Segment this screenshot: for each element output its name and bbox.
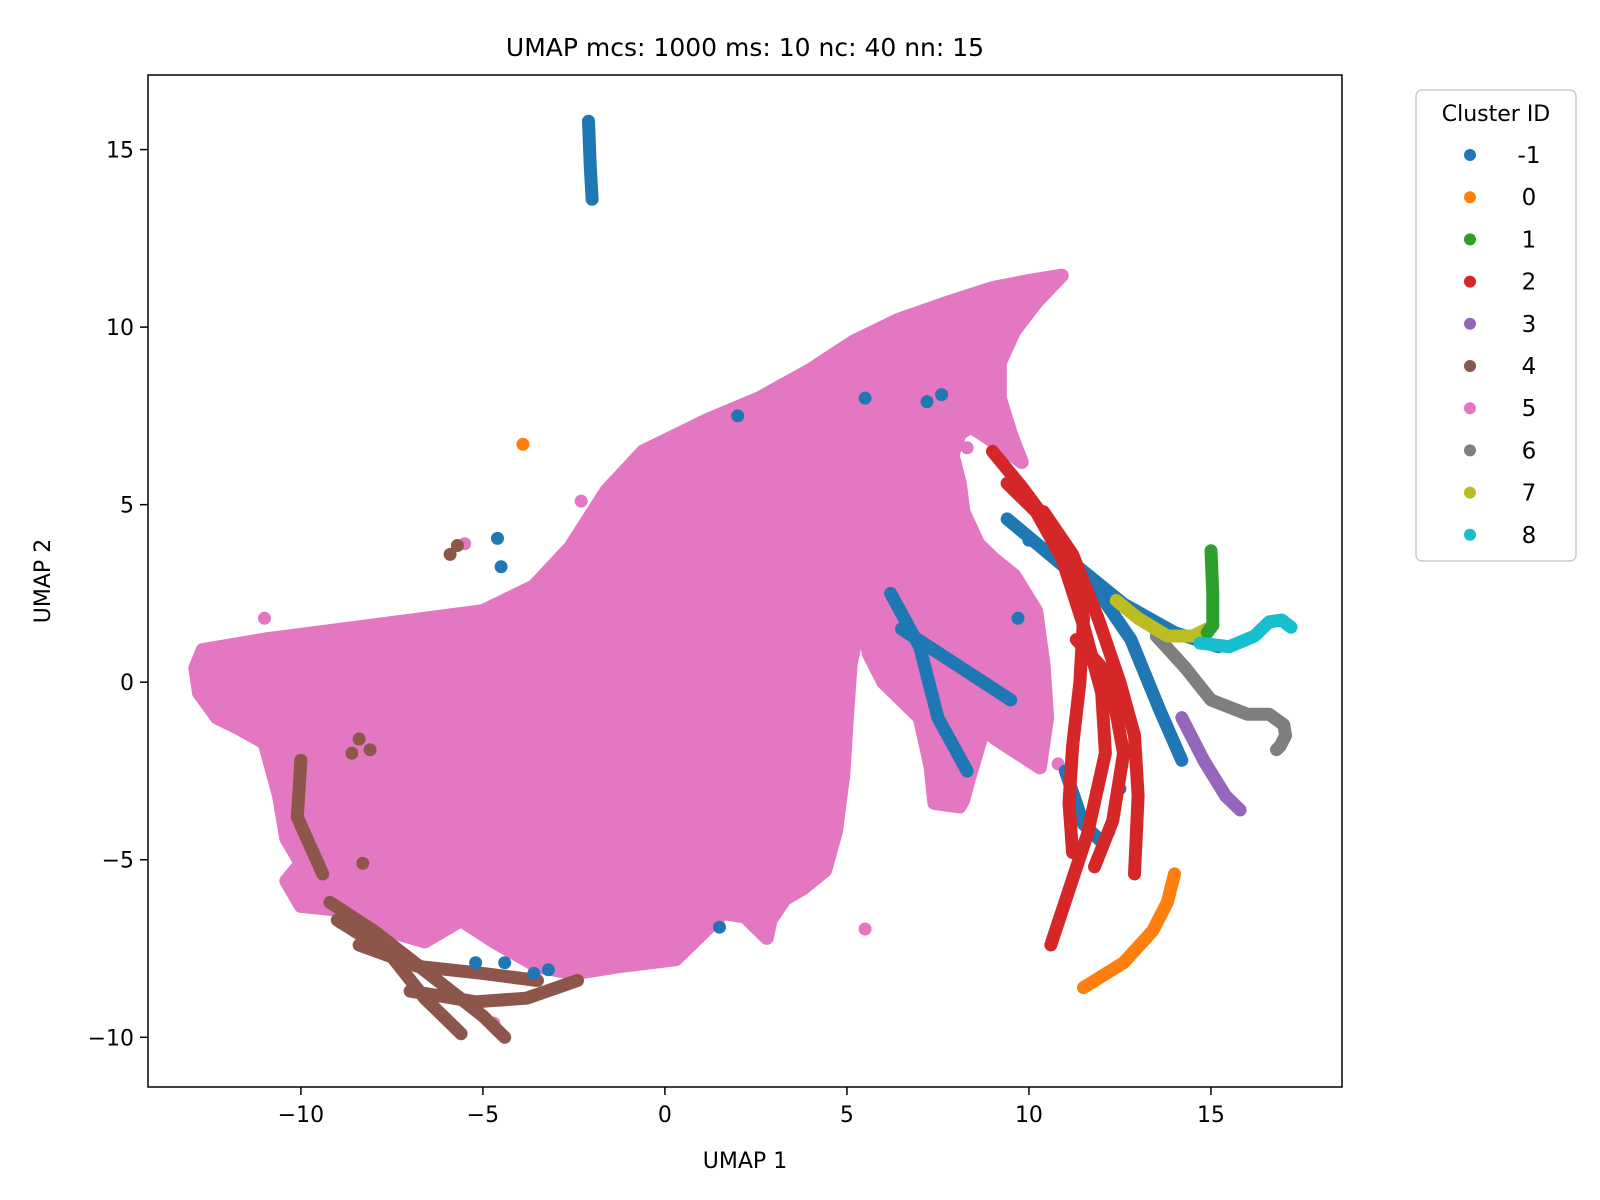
legend-marker-8 [1464, 528, 1476, 541]
cluster--1-point [1022, 533, 1036, 547]
cluster--1-trail [582, 114, 599, 206]
cluster-4-point [443, 547, 457, 561]
y-tick-label: 5 [120, 494, 134, 519]
cluster-5-point [574, 494, 588, 508]
cluster--1-trail [895, 622, 1018, 707]
cluster--1-trail [884, 586, 974, 778]
data-layer [188, 114, 1298, 1044]
series-6 [1149, 629, 1293, 757]
legend-marker-2 [1464, 275, 1476, 288]
legend-marker-7 [1464, 486, 1476, 499]
series-5 [188, 268, 1069, 1030]
legend: Cluster ID -1 0 1 2 3 4 5 6 7 8 [1415, 89, 1577, 562]
cluster-6-trail [1149, 629, 1293, 757]
x-tick-label: −10 [278, 1103, 324, 1128]
cluster--1-point [1011, 611, 1025, 625]
cluster-4-point [450, 539, 464, 552]
legend-marker-4 [1464, 360, 1476, 372]
cluster--1-point [935, 388, 949, 402]
legend-label-3: 3 [1522, 312, 1537, 338]
x-axis-ticks: −10 −5 0 5 10 15 [278, 1087, 1225, 1128]
legend-marker-6 [1464, 444, 1476, 457]
cluster-0-point [516, 437, 530, 451]
cluster--1-point [498, 956, 512, 970]
cluster-3-trail [1175, 711, 1247, 817]
plot-frame [147, 74, 1343, 1088]
cluster-2-trail [1069, 633, 1131, 874]
cluster-1-trail [1200, 544, 1220, 639]
cluster--1-point [469, 956, 483, 970]
cluster-4-point [356, 856, 370, 870]
cluster-4-trail [352, 938, 544, 987]
cluster--1-point [491, 531, 504, 545]
legend-marker-0 [1464, 191, 1476, 204]
cluster--1-point [920, 395, 934, 409]
cluster-5-point [760, 924, 774, 938]
x-tick-label: 5 [840, 1103, 854, 1128]
series-1 [1200, 544, 1220, 639]
legend-label-7: 7 [1522, 481, 1537, 507]
cluster-4-point [352, 732, 366, 746]
cluster-5-point [287, 871, 301, 884]
y-tick-label: 15 [106, 139, 134, 164]
legend-label-1: 1 [1522, 227, 1537, 253]
y-tick-label: −10 [88, 1026, 134, 1051]
legend-label-6: 6 [1522, 438, 1537, 464]
legend-label-0: 0 [1522, 185, 1537, 211]
cluster--1-point [713, 920, 726, 934]
series-2 [986, 444, 1145, 952]
cluster--1-point [731, 409, 745, 423]
cluster--1-trail [1000, 512, 1189, 767]
x-tick-label: −5 [467, 1103, 499, 1128]
series-0 [516, 437, 1181, 995]
cluster--1-point [494, 560, 508, 574]
cluster-0-trail [1077, 867, 1181, 995]
cluster-5-point [1033, 753, 1047, 767]
series-8 [1193, 613, 1298, 654]
legend-marker-3 [1464, 317, 1476, 330]
cluster-4-point [345, 746, 359, 760]
cluster--1-point [527, 966, 541, 980]
cluster--1-point [541, 963, 555, 977]
legend-label-4: 4 [1522, 354, 1537, 380]
y-tick-label: −5 [102, 849, 134, 874]
x-tick-label: 0 [658, 1103, 672, 1128]
cluster-5-point [258, 611, 271, 625]
chart-title: UMAP mcs: 1000 ms: 10 nc: 40 nn: 15 [506, 33, 984, 62]
legend-marker--1 [1464, 149, 1476, 161]
cluster-4-trail [330, 913, 468, 1041]
legend-marker-5 [1464, 402, 1476, 415]
cluster-4-point [363, 743, 377, 757]
legend-marker-1 [1464, 233, 1476, 246]
x-axis-label: UMAP 1 [703, 1149, 787, 1174]
y-tick-label: 10 [106, 316, 134, 341]
cluster-4-trail [290, 753, 330, 881]
x-tick-label: 10 [1015, 1103, 1043, 1128]
cluster-5-point [858, 922, 872, 936]
cluster-2-trail [1037, 505, 1145, 881]
legend-title: Cluster ID [1442, 102, 1551, 127]
legend-label--1: -1 [1518, 143, 1541, 169]
series-3 [1175, 711, 1247, 817]
y-axis-label: UMAP 2 [31, 539, 56, 623]
x-tick-label: 15 [1197, 1103, 1225, 1128]
series-7 [1109, 594, 1214, 643]
cluster-5-point [960, 441, 974, 455]
series-4 [290, 539, 584, 1044]
legend-entries: -1 0 1 2 3 4 5 6 7 8 [1464, 143, 1540, 549]
cluster--1-point [858, 391, 872, 405]
y-tick-label: 0 [120, 671, 134, 696]
y-axis-ticks: −10 −5 0 5 10 15 [88, 139, 148, 1051]
cluster-4-trail [403, 974, 584, 1009]
cluster-8-trail [1193, 613, 1298, 654]
legend-frame [1415, 89, 1577, 562]
legend-label-8: 8 [1522, 523, 1537, 549]
cluster-5-region [188, 268, 1069, 981]
legend-label-2: 2 [1522, 270, 1537, 296]
cluster-7-trail [1109, 594, 1214, 643]
legend-label-5: 5 [1522, 396, 1537, 422]
